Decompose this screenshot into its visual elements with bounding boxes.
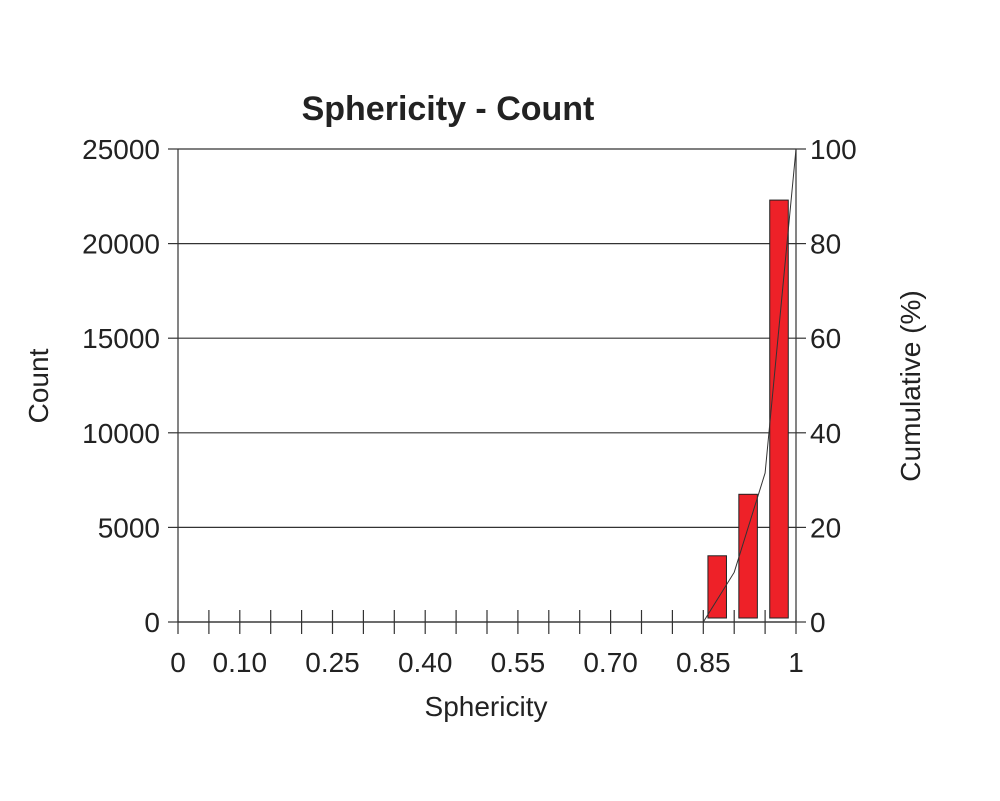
y2-tick-label: 80: [810, 229, 841, 260]
bar: [769, 199, 789, 619]
y2-tick-label: 40: [810, 418, 841, 449]
y-tick-label: 20000: [82, 229, 160, 260]
x-tick-label: 0.25: [305, 647, 360, 678]
bar: [707, 555, 727, 619]
x-tick-label: 0.85: [676, 647, 731, 678]
x-tick-label: 0.55: [491, 647, 546, 678]
y-tick-label: 10000: [82, 418, 160, 449]
y-tick-label: 25000: [82, 134, 160, 165]
x-tick-label: 1: [788, 647, 804, 678]
y-tick-label: 15000: [82, 323, 160, 354]
x-tick-label: 0.70: [583, 647, 638, 678]
y-tick-label: 5000: [98, 512, 160, 543]
y2-axis-label: Cumulative (%): [895, 290, 926, 481]
y-axis-label: Count: [23, 348, 54, 423]
chart-title: Sphericity - Count: [302, 90, 595, 128]
x-tick-label: 0.40: [398, 647, 453, 678]
y2-tick-label: 60: [810, 323, 841, 354]
y2-tick-label: 100: [810, 134, 857, 165]
axes: [168, 148, 806, 634]
gridlines: [178, 148, 796, 623]
bars: [707, 199, 789, 619]
cumulative-line: [702, 148, 797, 623]
tick-labels: 0 5000 10000 15000 20000 25000 0 20 40 60 80 100 0 0.…: [82, 134, 857, 678]
x-axis-label: Sphericity: [425, 691, 548, 722]
cumulative-line-group: [702, 148, 797, 623]
bar: [738, 493, 758, 619]
x-tick-label: 0: [170, 647, 186, 678]
y2-tick-label: 20: [810, 512, 841, 543]
y-tick-label: 0: [144, 607, 160, 638]
y2-tick-label: 0: [810, 607, 826, 638]
x-tick-label: 0.10: [213, 647, 268, 678]
